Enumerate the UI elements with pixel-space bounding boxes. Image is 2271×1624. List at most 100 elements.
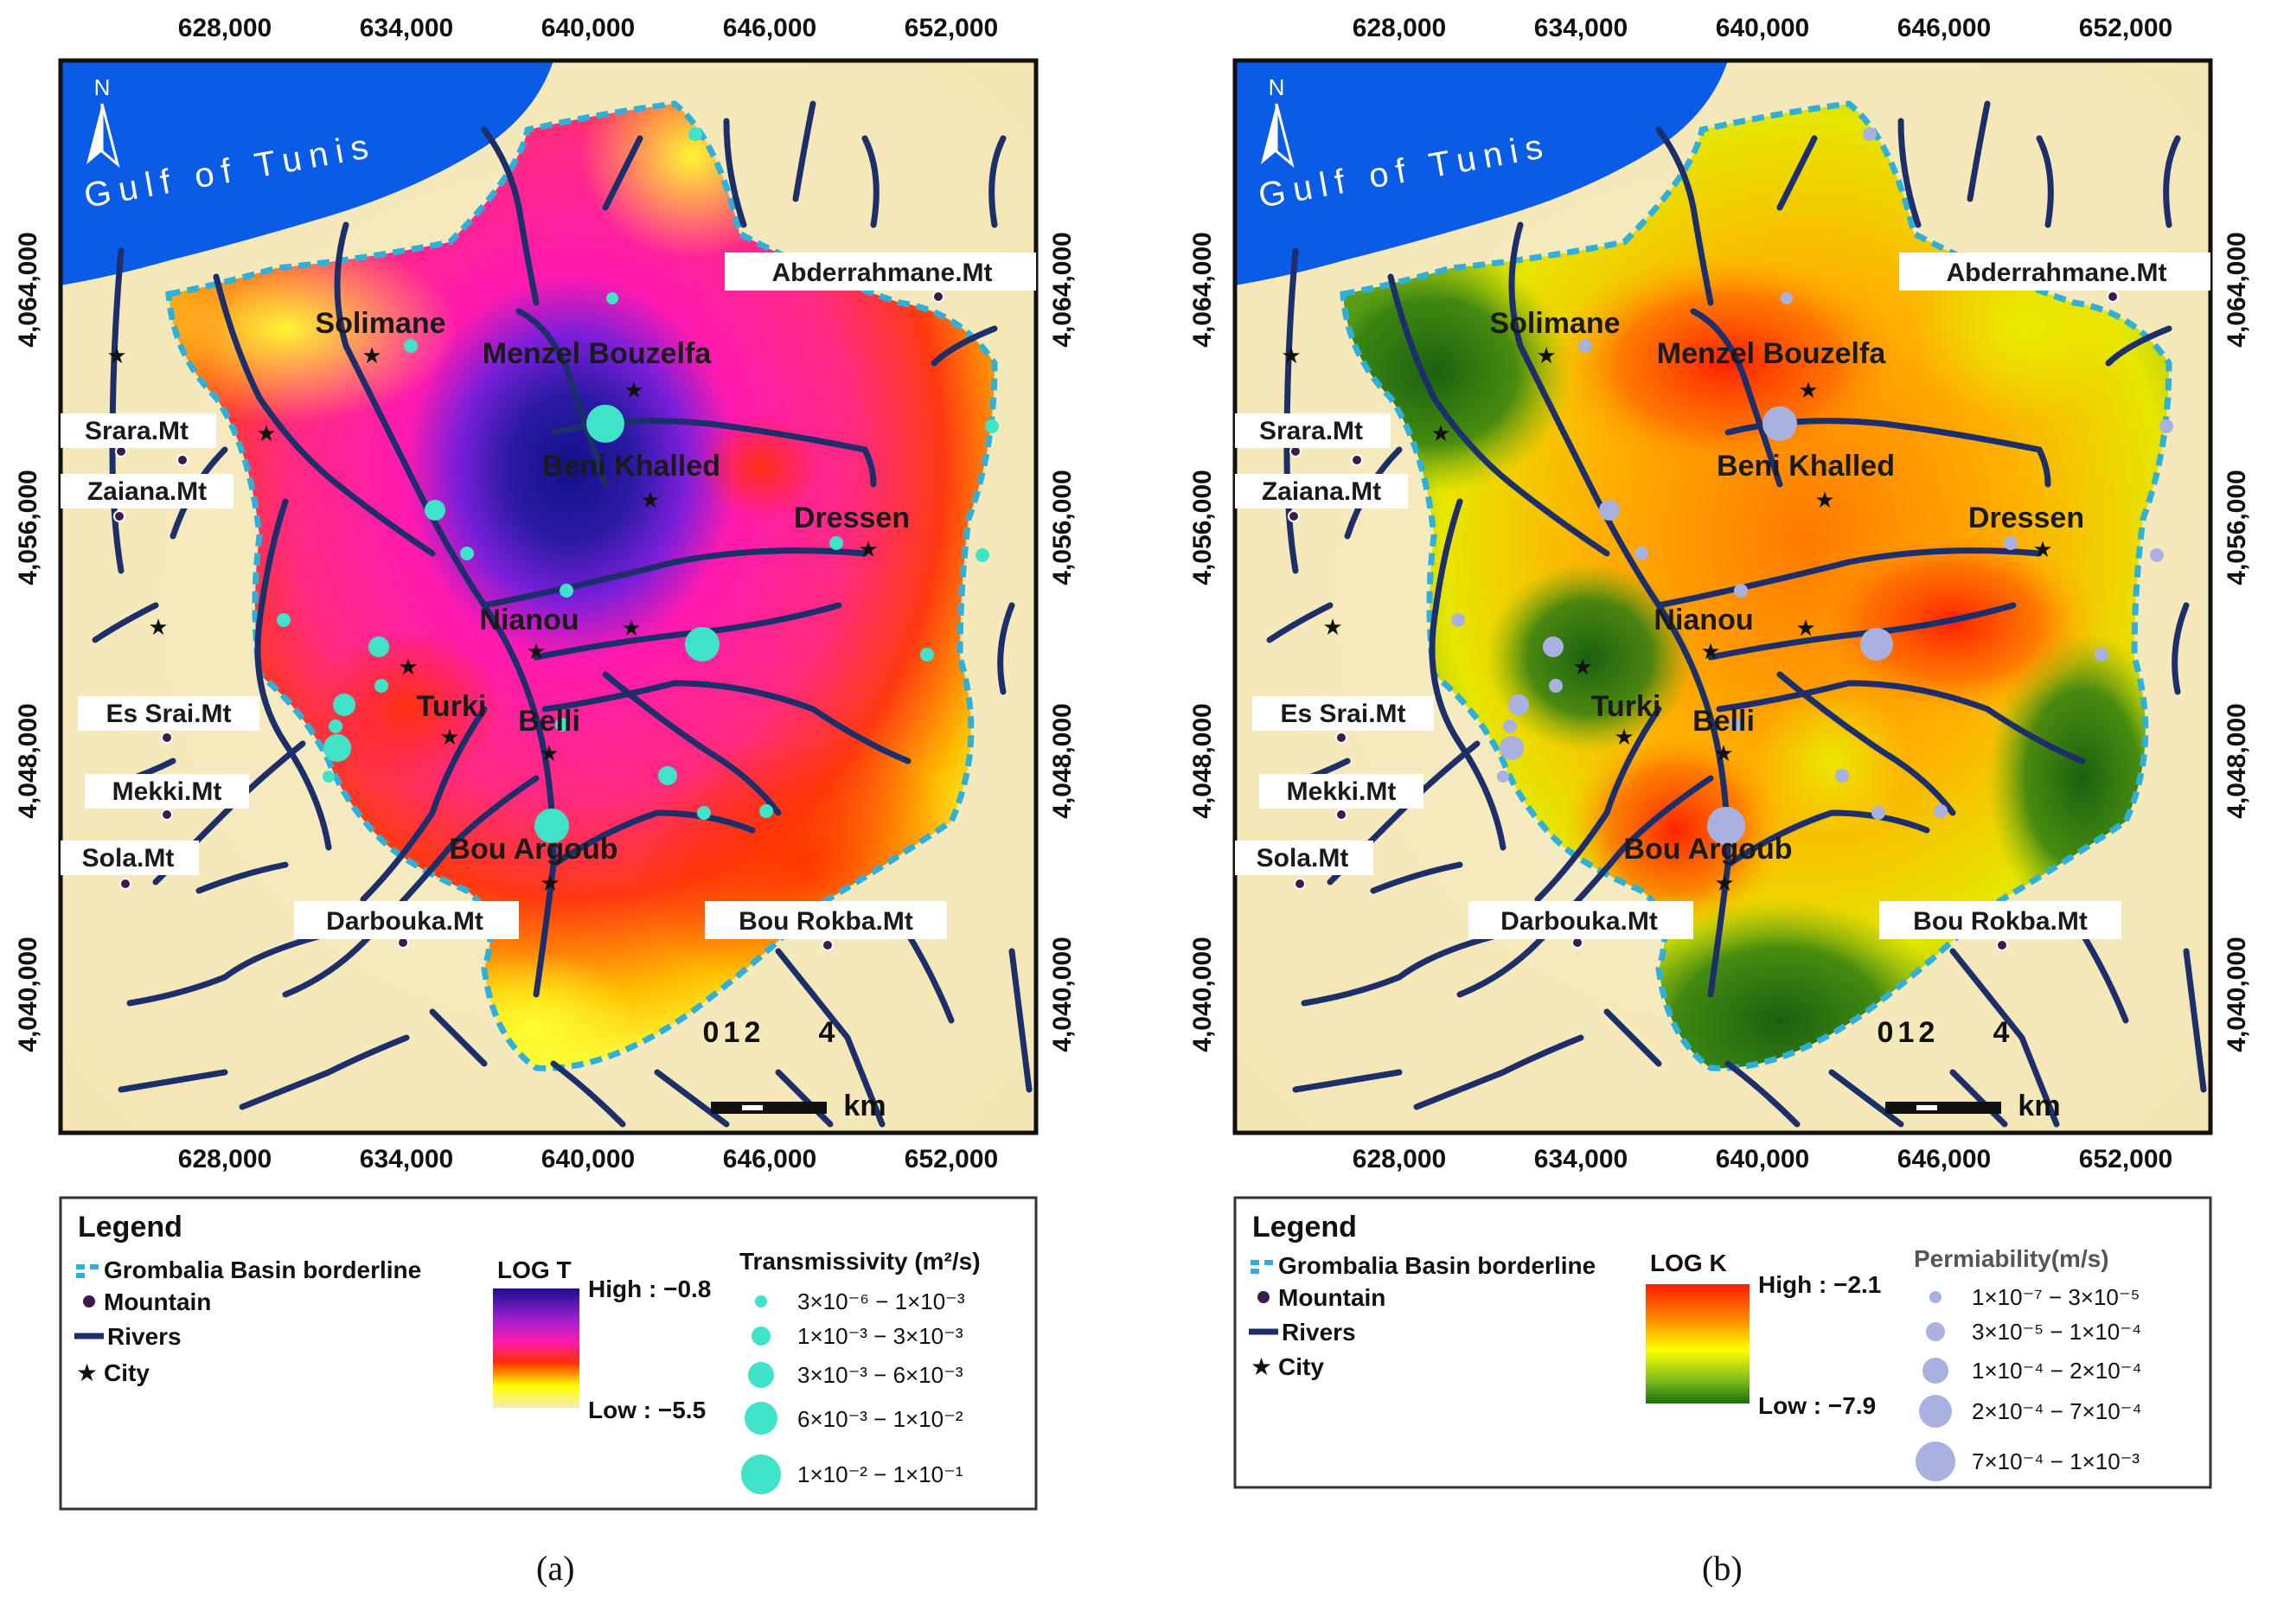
scale-1: 1 [724, 1016, 740, 1049]
legend-b: Legend Grombalia Basin borderline Mounta… [1233, 1196, 2212, 1489]
svg-text:★: ★ [1322, 614, 1342, 640]
legend-city-icon: ★ [76, 1359, 98, 1386]
x-tick-bottom: 652,000 [2079, 1145, 2172, 1173]
legend-class-1: 3×10⁻⁶ − 1×10⁻³ [797, 1288, 965, 1314]
basin-borderline [165, 100, 998, 1071]
svg-text:★: ★ [439, 724, 459, 750]
svg-text:★: ★ [1798, 377, 1818, 403]
legend-high: High : −0.8 [588, 1276, 711, 1302]
y-tick-right: 4,048,000 [1048, 703, 1077, 818]
y-tick-right: 4,056,000 [1048, 470, 1077, 585]
scale-4: 4 [819, 1016, 835, 1049]
x-tick-bottom: 634,000 [360, 1145, 453, 1173]
svg-text:★: ★ [2032, 536, 2052, 562]
x-tick-bottom: 652,000 [905, 1145, 998, 1173]
place-labels: Solimane Menzel Bouzelfa Beni Khalled Dr… [1489, 307, 2084, 866]
legend-classes-title: Permiability(m/s) [1914, 1245, 2109, 1272]
x-tick-top: 652,000 [905, 14, 998, 42]
legend-class-4: 2×10⁻⁴ − 7×10⁻⁴ [1972, 1398, 2142, 1424]
north-label: N [1269, 74, 1285, 100]
label-beni-khalled: Beni Khalled [542, 450, 720, 483]
scale-0: 0 [1878, 1016, 1894, 1049]
x-tick-top: 646,000 [723, 14, 816, 42]
legend-low: Low : −7.9 [1758, 1392, 1876, 1419]
legend-low: Low : −5.5 [588, 1397, 706, 1423]
y-tick-right: 4,056,000 [2223, 470, 2251, 585]
scale-2: 2 [1919, 1016, 1935, 1049]
y-tick-left: 4,048,000 [1188, 703, 1217, 818]
x-tick-bottom: 628,000 [1353, 1145, 1446, 1173]
north-label: N [94, 74, 111, 100]
label-sola: Sola.Mt [82, 844, 175, 873]
svg-text:★: ★ [1430, 420, 1450, 446]
map-frame-a [58, 58, 1039, 1135]
map-frame-b [1232, 58, 2213, 1135]
mountain-markers [113, 291, 944, 951]
panel-a: ★ ★ ★ ★ ★ ★ ★ ★ ★ ★ ★ ★ ★ N Gulf of Tunis Soli… [0, 0, 1136, 1620]
svg-text:★: ★ [1614, 724, 1634, 750]
city-markers: ★ ★ ★ ★ ★ ★ ★ ★ ★ ★ ★ ★ ★ [1281, 342, 2052, 896]
transmissivity-points [277, 127, 999, 843]
legend-ramp-title: LOG K [1650, 1250, 1727, 1276]
x-tick-top: 646,000 [1897, 14, 1991, 42]
y-tick-left: 4,064,000 [1188, 232, 1217, 347]
svg-text:★: ★ [1700, 638, 1720, 664]
svg-text:★: ★ [1281, 342, 1301, 368]
label-srara: Srara.Mt [1259, 417, 1363, 445]
label-abderrahmane: Abderrahmane.Mt [771, 259, 992, 287]
legend-item-city: City [104, 1359, 150, 1386]
x-tick-labels-a: 628,000 634,000 640,000 646,000 652,000 … [178, 14, 998, 1173]
legend-color-ramp [493, 1288, 579, 1408]
label-turki: Turki [1591, 690, 1661, 723]
label-belli: Belli [1692, 705, 1755, 738]
svg-text:★: ★ [148, 614, 168, 640]
mountain-labels: Abderrahmane.Mt Srara.Mt Zaiana.Mt Es Sr… [61, 253, 1036, 939]
legend-class-4: 6×10⁻³ − 1×10⁻² [797, 1406, 963, 1432]
x-tick-labels-b: 628,000 634,000 640,000 646,000 652,000 … [1353, 14, 2172, 1173]
label-bou-rokba: Bou Rokba.Mt [1913, 907, 2088, 936]
legend-item-border: Grombalia Basin borderline [1278, 1252, 1596, 1279]
legend-item-rivers: Rivers [1282, 1319, 1356, 1346]
svg-text:★: ★ [1713, 740, 1733, 766]
label-solimane: Solimane [315, 307, 445, 340]
x-tick-bottom: 646,000 [723, 1145, 816, 1173]
svg-text:★: ★ [361, 342, 381, 368]
svg-text:★: ★ [624, 377, 643, 403]
label-turki: Turki [417, 690, 487, 723]
legend-class-3: 1×10⁻⁴ − 2×10⁻⁴ [1972, 1358, 2142, 1384]
label-nianou: Nianou [479, 604, 579, 636]
label-solimane: Solimane [1489, 307, 1620, 340]
svg-text:★: ★ [621, 615, 641, 641]
label-nianou: Nianou [1654, 604, 1753, 636]
x-tick-bottom: 628,000 [178, 1145, 272, 1173]
legend-border-icon [76, 1264, 99, 1278]
label-abderrahmane: Abderrahmane.Mt [1946, 259, 2166, 287]
scale-bar-b: 0 1 2 4 km [1878, 1016, 2061, 1122]
svg-text:★: ★ [858, 536, 878, 562]
map-body-b: ★ ★ ★ ★ ★ ★ ★ ★ ★ ★ ★ ★ ★ [1235, 61, 2210, 1133]
scale-unit: km [2018, 1090, 2060, 1122]
x-tick-bottom: 634,000 [1534, 1145, 1628, 1173]
x-tick-bottom: 646,000 [1897, 1145, 1991, 1173]
legend-class-5: 1×10⁻² − 1×10⁻¹ [797, 1461, 963, 1487]
x-tick-bottom: 640,000 [541, 1145, 635, 1173]
scale-2: 2 [745, 1016, 761, 1049]
scale-0: 0 [703, 1016, 720, 1049]
map-b: ★★ ★★ ★★ ★★ ★★ ★★ ★ N Gulf of Tunis Soli… [1188, 14, 2251, 1489]
label-zaiana: Zaiana.Mt [1262, 477, 1381, 506]
svg-text:★: ★ [1572, 654, 1592, 680]
legend-class-5: 7×10⁻⁴ − 1×10⁻³ [1972, 1448, 2140, 1474]
label-sola: Sola.Mt [1257, 844, 1349, 873]
legend-item-city: City [1278, 1353, 1324, 1380]
label-es-srai: Es Srai.Mt [1280, 700, 1405, 728]
legend-class-3: 3×10⁻³ − 6×10⁻³ [797, 1362, 963, 1388]
x-tick-top: 640,000 [541, 14, 635, 42]
y-tick-left: 4,064,000 [14, 232, 42, 347]
svg-text:★: ★ [1795, 615, 1815, 641]
legend-item-mountain: Mountain [104, 1288, 211, 1315]
y-tick-right: 4,040,000 [1048, 937, 1077, 1052]
legend-city-icon: ★ [1251, 1353, 1272, 1380]
gulf-of-tunis [1235, 61, 1728, 285]
label-es-srai: Es Srai.Mt [106, 700, 231, 728]
label-mekki: Mekki.Mt [112, 777, 222, 806]
